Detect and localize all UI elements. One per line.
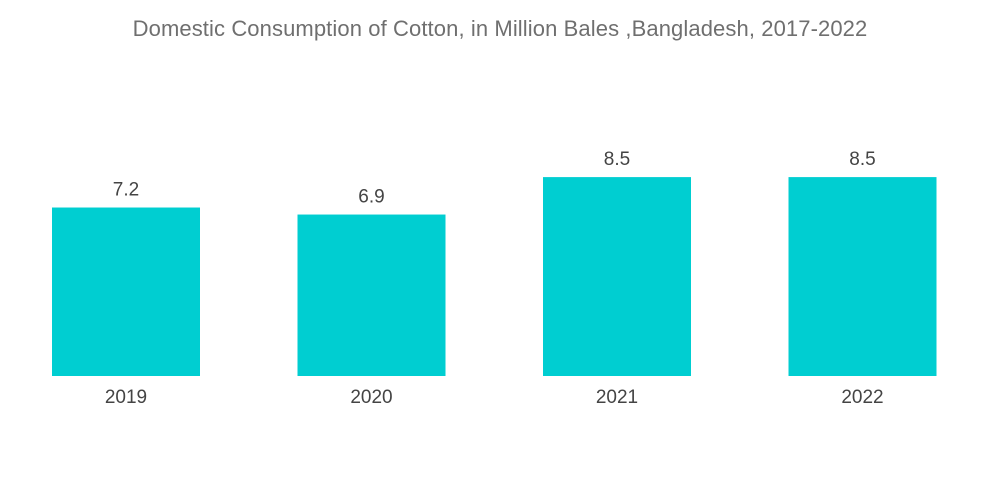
- x-tick-label-2019: 2019: [105, 387, 147, 408]
- bar-2020: [297, 214, 446, 376]
- value-label-2022: 8.5: [849, 149, 875, 170]
- x-tick-label-2020: 2020: [350, 387, 392, 408]
- value-label-2020: 6.9: [358, 187, 384, 208]
- chart-title: Domestic Consumption of Cotton, in Milli…: [132, 16, 868, 41]
- value-label-2021: 8.5: [604, 149, 630, 170]
- value-label-2019: 7.2: [113, 180, 139, 201]
- bar-2021: [543, 177, 691, 376]
- bar-2019: [52, 207, 200, 376]
- x-tick-label-2021: 2021: [596, 387, 638, 408]
- bar-2022: [788, 177, 937, 376]
- x-tick-label-2022: 2022: [841, 387, 883, 408]
